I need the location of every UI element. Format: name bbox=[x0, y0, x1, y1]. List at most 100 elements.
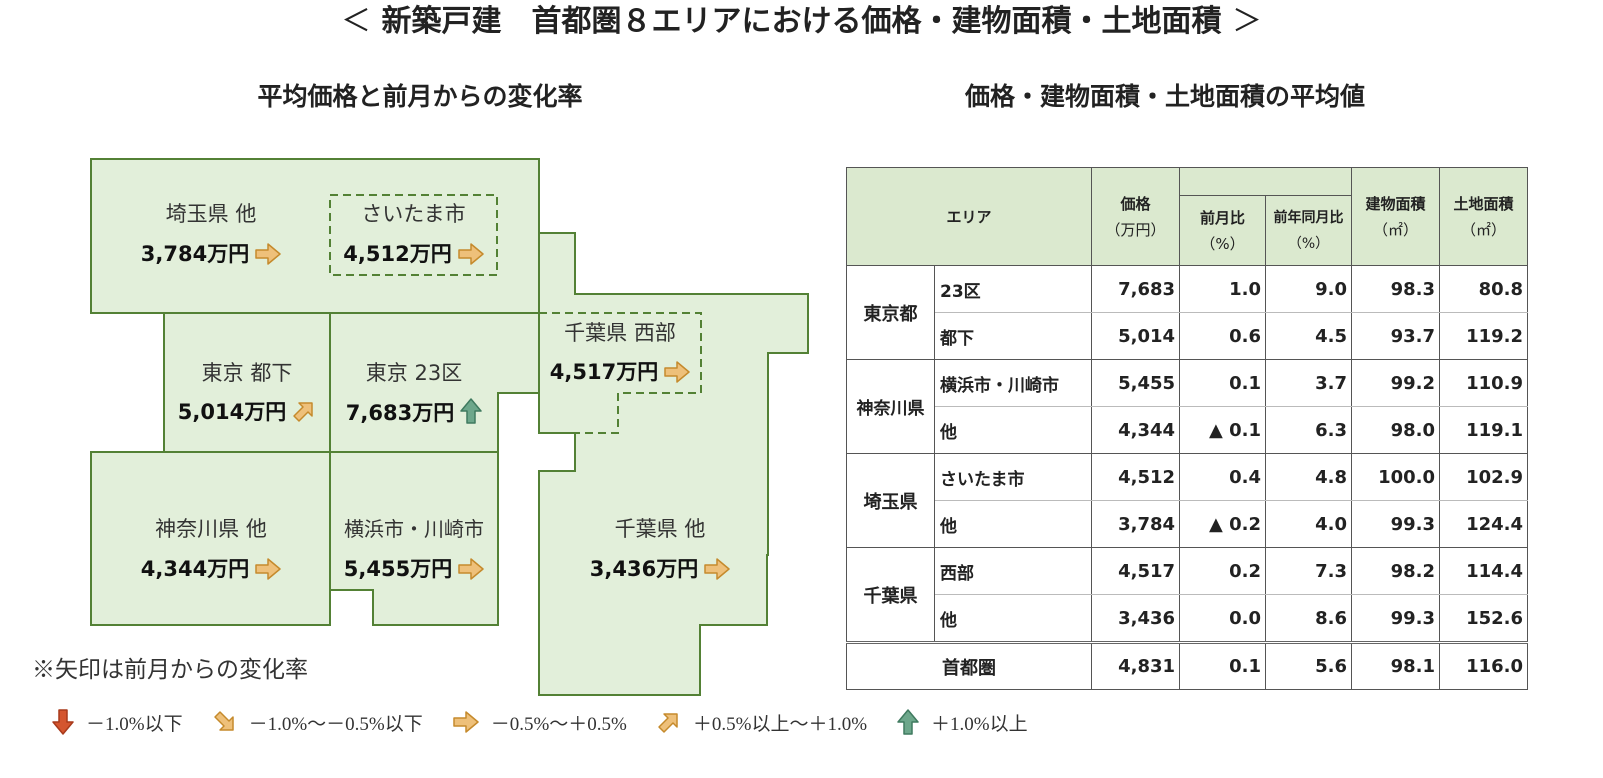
yoy-cell: 4.8 bbox=[1265, 453, 1353, 501]
arrow-up-right-icon bbox=[658, 713, 678, 733]
average-values-table: エリア 価格 （万円） 建物面積 （㎡） 土地面積 （㎡） 前月比 （%） 前年同月比（… bbox=[845, 167, 1529, 690]
sub-area: 横浜市・川崎市 bbox=[933, 359, 1093, 407]
legend-item-flat: －0.5%～＋0.5% bbox=[452, 709, 627, 736]
title-right-bracket: ＞ bbox=[1231, 4, 1262, 39]
legend-text-up: ＋1.0%以上 bbox=[931, 713, 1028, 735]
area-label-yokohama-kawasaki: 横浜市・川崎市 bbox=[344, 517, 484, 541]
building-cell: 100.0 bbox=[1351, 453, 1441, 501]
legend-text-down: －1.0%以下 bbox=[86, 713, 183, 735]
building-cell: 99.3 bbox=[1351, 500, 1441, 548]
legend-text-down-right: －1.0%～－0.5%以下 bbox=[248, 713, 423, 735]
legend-item-down: －1.0%以下 bbox=[52, 709, 183, 736]
area-label-tokyo-tokashita: 東京 都下 bbox=[201, 361, 293, 385]
title-text: 新築戸建 首都圏８エリアにおける価格・建物面積・土地面積 bbox=[381, 4, 1222, 39]
arrow-flat-icon bbox=[255, 558, 281, 580]
building-cell: 98.2 bbox=[1351, 547, 1441, 595]
arrow-up-icon bbox=[897, 709, 919, 735]
area-label-chiba-west: 千葉県 西部 bbox=[564, 321, 676, 345]
area-value-chiba-west: 4,517万円 bbox=[534, 358, 706, 386]
price-cell: 4,344 bbox=[1091, 406, 1181, 454]
yoy-cell: 7.3 bbox=[1265, 547, 1353, 595]
main-title: ＜ 新築戸建 首都圏８エリアにおける価格・建物面積・土地面積 ＞ bbox=[0, 2, 1603, 42]
building-cell: 99.2 bbox=[1351, 359, 1441, 407]
area-label-kanagawa-other: 神奈川県 他 bbox=[155, 517, 267, 541]
area-label-saitama-city: さいたま市 bbox=[361, 202, 466, 226]
arrow-flat-icon bbox=[664, 361, 690, 383]
arrow-flat-icon bbox=[458, 558, 484, 580]
total-building: 98.1 bbox=[1351, 641, 1441, 690]
map-section-title: 平均価格と前月からの変化率 bbox=[257, 82, 583, 111]
map-region-kanagawa bbox=[90, 451, 499, 626]
building-cell: 99.3 bbox=[1351, 594, 1441, 643]
yoy-cell: 4.0 bbox=[1265, 500, 1353, 548]
table-row: 神奈川県 横浜市・川崎市 5,455 0.1 3.7 99.2 110.9 bbox=[846, 359, 1529, 454]
price-cell: 3,784 bbox=[1091, 500, 1181, 548]
area-value-yokohama-kawasaki: 5,455万円 bbox=[330, 555, 498, 583]
legend-item-up-right: ＋0.5%以上～＋1.0% bbox=[657, 709, 867, 736]
arrow-flat-icon bbox=[452, 711, 479, 733]
table-row: 埼玉県 さいたま市 4,512 0.4 4.8 100.0 102.9 bbox=[846, 453, 1529, 548]
sub-area: 23区 bbox=[933, 265, 1093, 313]
table-row: 都下 5,014 0.6 4.5 93.7 119.2 bbox=[847, 312, 1529, 360]
arrow-note: ※矢印は前月からの変化率 bbox=[32, 657, 308, 682]
price-cell: 5,455 bbox=[1091, 359, 1181, 407]
header-area: エリア bbox=[845, 167, 1093, 266]
legend-item-down-right: －1.0%～－0.5%以下 bbox=[213, 709, 423, 736]
arrow-up-right-icon bbox=[293, 402, 313, 422]
legend-text-up-right: ＋0.5%以上～＋1.0% bbox=[692, 713, 868, 735]
total-yoy: 5.6 bbox=[1265, 641, 1353, 690]
total-mom: 0.1 bbox=[1179, 641, 1267, 690]
table-total-row: 首都圏 4,831 0.1 5.6 98.1 116.0 bbox=[845, 641, 1529, 690]
area-label-tokyo-23: 東京 23区 bbox=[365, 361, 463, 385]
sub-area: 他 bbox=[933, 594, 1093, 643]
table-row: 千葉県 西部 4,517 0.2 7.3 98.2 114.4 bbox=[846, 547, 1529, 643]
mom-cell: 0.4 bbox=[1179, 453, 1267, 501]
area-label-chiba-other: 千葉県 他 bbox=[614, 517, 706, 541]
mom-cell: ▲ 0.1 bbox=[1179, 406, 1267, 454]
yoy-cell: 9.0 bbox=[1265, 265, 1353, 313]
land-cell: 124.4 bbox=[1439, 500, 1529, 548]
map-region-chiba bbox=[538, 232, 809, 696]
building-cell: 98.0 bbox=[1351, 406, 1441, 454]
price-cell: 7,683 bbox=[1091, 265, 1181, 313]
sub-area: さいたま市 bbox=[933, 453, 1093, 501]
table-row: 他 3,436 0.0 8.6 99.3 152.6 bbox=[847, 594, 1529, 643]
area-label-saitama-other: 埼玉県 他 bbox=[165, 202, 257, 226]
area-value-saitama-other: 3,784万円 bbox=[91, 240, 331, 268]
area-value-kanagawa-other: 4,344万円 bbox=[91, 555, 331, 583]
area-value-saitama-city: 4,512万円 bbox=[325, 240, 502, 268]
group-name: 神奈川県 bbox=[846, 359, 935, 454]
map-subregion-saitama-city bbox=[329, 194, 498, 276]
total-label: 首都圏 bbox=[845, 641, 1093, 690]
building-cell: 93.7 bbox=[1351, 312, 1441, 360]
land-cell: 80.8 bbox=[1439, 265, 1529, 313]
map-subregion-chiba-west bbox=[539, 312, 702, 434]
arrow-down-right-icon bbox=[213, 711, 234, 731]
mom-cell: 1.0 bbox=[1179, 265, 1267, 313]
land-cell: 152.6 bbox=[1439, 594, 1529, 643]
arrow-legend: －1.0%以下 －1.0%～－0.5%以下 －0.5%～＋0.5% ＋0.5%以… bbox=[52, 707, 1058, 737]
table-row: 他 3,784 ▲ 0.2 4.0 99.3 124.4 bbox=[847, 500, 1529, 548]
group-name: 埼玉県 bbox=[846, 453, 935, 548]
arrow-flat-icon bbox=[457, 243, 484, 265]
yoy-cell: 4.5 bbox=[1265, 312, 1353, 360]
mom-cell: ▲ 0.2 bbox=[1179, 500, 1267, 548]
header-change-group bbox=[1179, 167, 1353, 196]
arrow-up-icon bbox=[460, 398, 482, 424]
map-region-saitama bbox=[90, 158, 540, 314]
title-left-bracket: ＜ bbox=[341, 4, 372, 39]
table-row: 東京都 23区 7,683 1.0 9.0 98.3 80.8 bbox=[846, 265, 1529, 360]
legend-text-flat: －0.5%～＋0.5% bbox=[490, 713, 627, 735]
arrow-down-icon bbox=[52, 709, 74, 735]
yoy-cell: 3.7 bbox=[1265, 359, 1353, 407]
total-price: 4,831 bbox=[1091, 641, 1181, 690]
header-land: 土地面積 （㎡） bbox=[1439, 167, 1529, 266]
header-building: 建物面積 （㎡） bbox=[1351, 167, 1441, 266]
land-cell: 114.4 bbox=[1439, 547, 1529, 595]
sub-area: 西部 bbox=[933, 547, 1093, 595]
area-value-tokyo-23: 7,683万円 bbox=[330, 398, 498, 427]
total-land: 116.0 bbox=[1439, 641, 1529, 690]
area-value-chiba-other: 3,436万円 bbox=[560, 555, 760, 583]
land-cell: 119.2 bbox=[1439, 312, 1529, 360]
price-cell: 4,512 bbox=[1091, 453, 1181, 501]
